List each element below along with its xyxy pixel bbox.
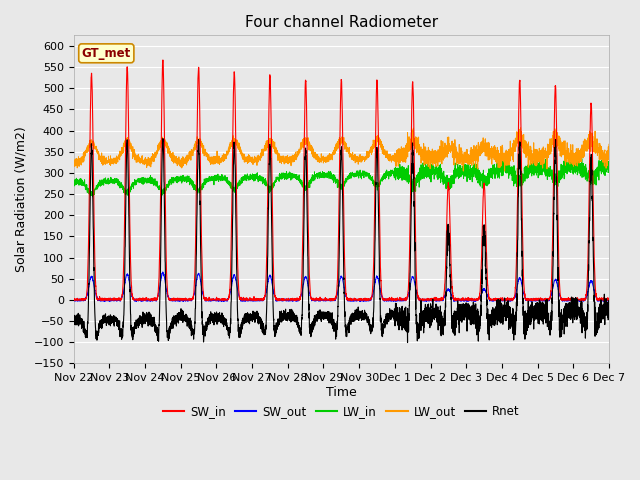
X-axis label: Time: Time (326, 386, 356, 399)
Title: Four channel Radiometer: Four channel Radiometer (244, 15, 438, 30)
Legend: SW_in, SW_out, LW_in, LW_out, Rnet: SW_in, SW_out, LW_in, LW_out, Rnet (158, 401, 525, 423)
Text: GT_met: GT_met (82, 47, 131, 60)
Y-axis label: Solar Radiation (W/m2): Solar Radiation (W/m2) (15, 127, 28, 272)
